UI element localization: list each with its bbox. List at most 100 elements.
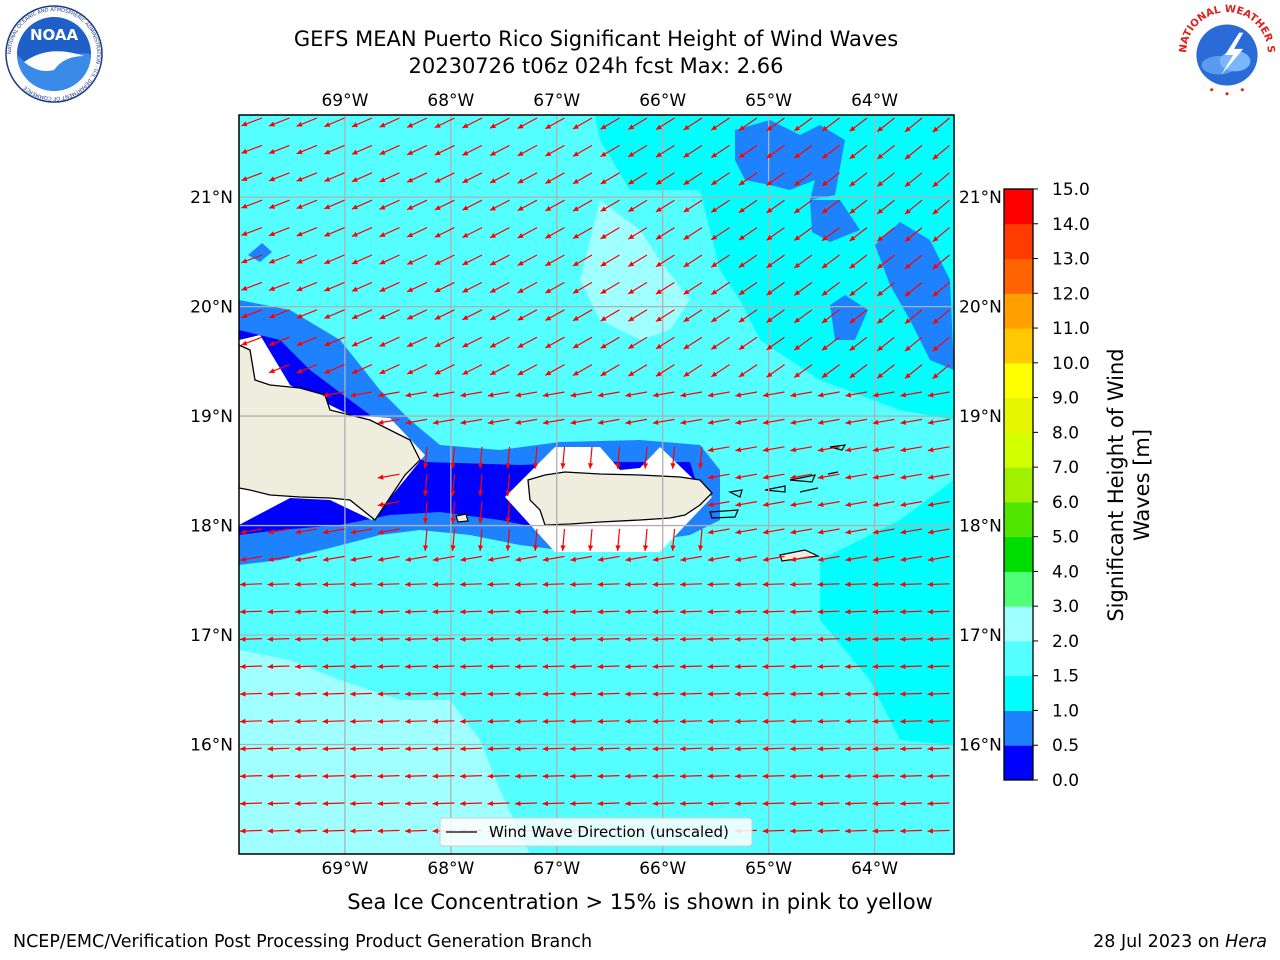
wave-direction-arrow — [849, 172, 868, 187]
wave-direction-arrow — [267, 691, 290, 697]
wave-direction-arrow — [379, 254, 400, 265]
wave-direction-arrow — [627, 144, 648, 158]
wave-direction-arrow — [349, 773, 373, 779]
footer-host: Hera — [1225, 932, 1267, 952]
colorbar-swatch — [1004, 189, 1033, 225]
wave-direction-arrow — [927, 555, 950, 562]
lon-tick-label-bottom: 67°W — [533, 859, 580, 879]
wave-direction-arrow — [652, 581, 675, 587]
wave-direction-arrow — [267, 609, 290, 615]
island-mona — [455, 513, 469, 523]
wave-direction-arrow — [569, 691, 593, 697]
wave-direction-arrow — [927, 446, 950, 453]
wave-direction-arrow — [872, 773, 895, 779]
wave-direction-arrow — [849, 144, 868, 160]
wave-direction-arrow — [515, 391, 538, 398]
colorbar-swatch — [1004, 328, 1033, 364]
wave-direction-arrow — [542, 773, 565, 779]
wave-direction-arrow — [241, 254, 263, 264]
colorbar-tick-label: 1.5 — [1052, 667, 1079, 687]
wave-direction-arrow — [872, 609, 895, 615]
wave-direction-arrow — [241, 309, 263, 319]
wave-direction-arrow — [762, 746, 785, 752]
wave-direction-arrow — [735, 418, 758, 425]
wave-direction-arrow — [379, 199, 400, 210]
wave-direction-arrow — [267, 828, 290, 834]
wave-direction-arrow — [683, 309, 703, 323]
wave-direction-arrow — [849, 309, 868, 324]
wave-direction-arrow — [766, 309, 785, 323]
lat-tick-label-left: 16°N — [190, 736, 233, 756]
wave-direction-arrow — [710, 144, 730, 159]
wave-direction-arrow — [406, 336, 428, 348]
wave-direction-arrow — [379, 336, 400, 347]
wave-direction-arrow — [239, 636, 263, 642]
wave-direction-arrow — [627, 172, 648, 185]
wave-direction-arrow — [477, 446, 484, 469]
wave-direction-arrow — [932, 117, 950, 133]
wave-direction-arrow — [710, 172, 730, 186]
wave-direction-arrow — [624, 581, 648, 587]
wave-direction-arrow — [377, 663, 400, 670]
wave-direction-arrow — [267, 773, 290, 779]
wave-direction-arrow — [790, 418, 813, 425]
wave-direction-arrow — [569, 746, 593, 752]
wave-direction-arrow — [707, 663, 730, 670]
wave-direction-arrow — [762, 446, 785, 453]
wave-direction-arrow — [462, 336, 483, 348]
wave-direction-arrow — [793, 364, 813, 379]
wave-direction-arrow — [600, 227, 620, 240]
wave-direction-arrow — [900, 501, 923, 508]
wave-direction-arrow — [404, 718, 428, 724]
wave-direction-arrow — [532, 528, 539, 551]
wave-direction-arrow — [927, 528, 950, 535]
wave-direction-arrow — [268, 336, 290, 346]
wave-direction-arrow — [405, 391, 428, 398]
wave-direction-arrow — [849, 227, 868, 242]
wave-direction-arrow — [268, 144, 290, 154]
wave-direction-arrow — [679, 663, 703, 670]
wave-direction-arrow — [296, 281, 318, 292]
wave-direction-arrow — [241, 144, 263, 154]
wave-direction-arrow — [872, 663, 895, 670]
wave-direction-arrow — [710, 281, 730, 296]
wave-direction-arrow — [790, 528, 813, 535]
wave-direction-arrow — [517, 117, 538, 129]
chart-title: GEFS MEAN Puerto Rico Significant Height… — [293, 27, 899, 51]
wave-direction-arrow — [627, 309, 648, 322]
wave-direction-arrow — [450, 501, 456, 524]
wave-direction-arrow — [241, 336, 263, 346]
noaa-logo: NOAA NATIONAL OCEANIC AND ATMOSPHERIC AD… — [5, 5, 103, 103]
wave-direction-arrow — [655, 254, 675, 268]
wave-direction-arrow — [569, 773, 593, 779]
wave-direction-arrow — [790, 501, 813, 508]
wave-direction-arrow — [239, 581, 263, 587]
wave-direction-arrow — [377, 609, 400, 615]
wave-direction-arrow — [432, 800, 455, 807]
wave-direction-arrow — [655, 336, 675, 350]
wave-direction-arrow — [683, 144, 703, 158]
wave-direction-arrow — [239, 746, 263, 752]
wave-direction-arrow — [872, 446, 895, 453]
wave-direction-arrow — [707, 446, 730, 453]
wave-direction-arrow — [572, 336, 593, 349]
wave-direction-arrow — [542, 800, 565, 807]
wave-direction-arrow — [899, 581, 923, 587]
wave-direction-arrow — [505, 474, 511, 497]
wave-direction-arrow — [487, 773, 510, 779]
colorbar-tick-label: 0.0 — [1052, 771, 1079, 791]
wave-direction-arrow — [793, 309, 813, 324]
wave-direction-arrow — [404, 663, 428, 670]
wave-direction-arrow — [817, 636, 840, 642]
wave-direction-arrow — [710, 227, 730, 241]
wave-direction-arrow — [927, 391, 950, 398]
wave-direction-arrow — [350, 555, 373, 562]
wave-direction-arrow — [817, 773, 840, 779]
wave-direction-arrow — [268, 254, 290, 264]
wave-direction-arrow — [904, 172, 923, 188]
wave-direction-arrow — [487, 691, 510, 697]
wave-direction-arrow — [624, 718, 648, 724]
wave-direction-arrow — [459, 663, 483, 670]
lon-tick-label-top: 67°W — [533, 91, 580, 111]
